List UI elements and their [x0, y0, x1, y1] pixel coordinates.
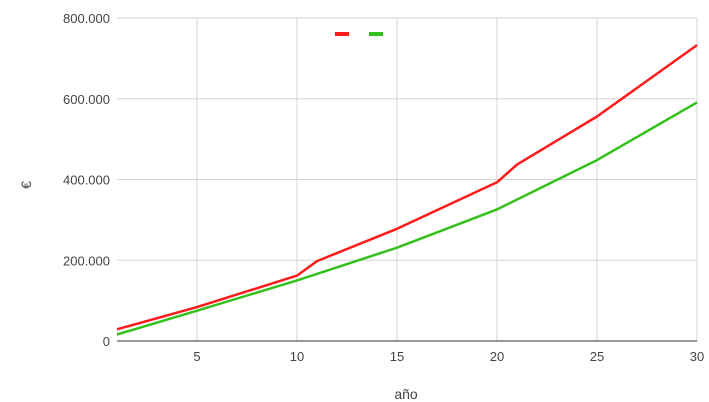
- x-tick-label: 10: [290, 349, 304, 364]
- y-tick-label: 0: [103, 334, 110, 349]
- x-tick-label: 25: [590, 349, 604, 364]
- series-line-1: [116, 44, 698, 331]
- x-tick-label: 15: [390, 349, 404, 364]
- x-tick-label: 30: [690, 349, 704, 364]
- legend-swatch-1[interactable]: [335, 32, 349, 36]
- x-axis-ticks: 5 10 15 20 25 30: [193, 349, 704, 364]
- y-axis-ticks: 0 200.000 400.000 600.000 800.000: [63, 11, 110, 349]
- series-group: [116, 44, 698, 336]
- y-tick-label: 600.000: [63, 92, 110, 107]
- y-tick-label: 200.000: [63, 253, 110, 268]
- grid: [117, 17, 698, 341]
- series-line-2: [116, 101, 698, 336]
- legend-swatch-2[interactable]: [369, 32, 383, 36]
- legend[interactable]: [335, 32, 383, 36]
- y-axis-title: €: [18, 181, 34, 189]
- x-axis-title: año: [394, 386, 418, 402]
- y-tick-label: 400.000: [63, 173, 110, 188]
- x-tick-label: 20: [490, 349, 504, 364]
- y-tick-label: 800.000: [63, 11, 110, 26]
- x-tick-label: 5: [193, 349, 200, 364]
